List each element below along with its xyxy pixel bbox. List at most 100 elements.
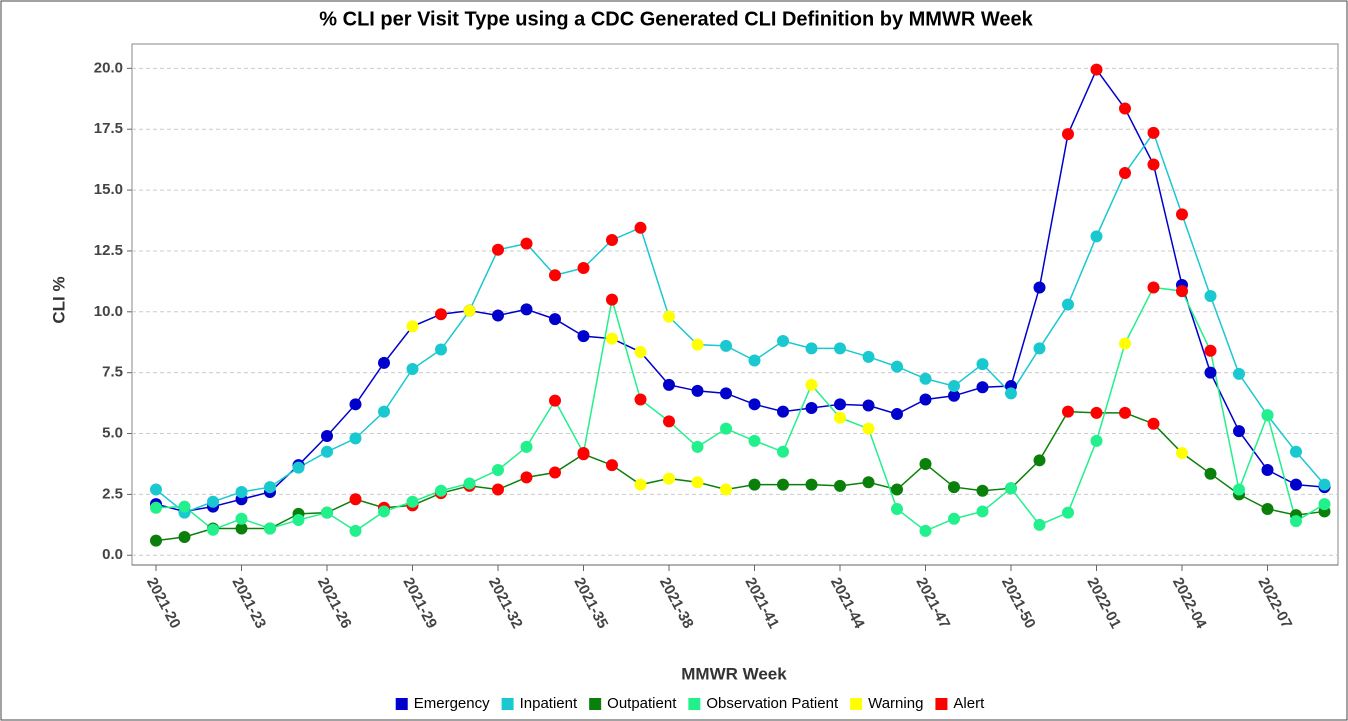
data-point: [492, 243, 504, 256]
data-point: [1147, 417, 1160, 430]
plot-area: [131, 43, 1339, 566]
data-point: [406, 495, 419, 508]
data-point: [492, 309, 504, 322]
data-point: [349, 493, 362, 506]
data-point: [805, 478, 818, 491]
data-point: [1176, 208, 1188, 221]
data-point: [663, 472, 675, 485]
series-line: [155, 68, 1325, 513]
data-point: [919, 372, 932, 385]
data-point: [520, 303, 533, 316]
data-point: [1033, 518, 1046, 531]
data-point: [207, 523, 219, 536]
data-point: [1176, 285, 1188, 298]
data-point: [834, 411, 846, 424]
data-point: [1147, 158, 1160, 171]
data-point: [1033, 281, 1046, 294]
y-tick-label: 15.0: [94, 181, 123, 198]
data-point: [777, 405, 789, 418]
data-point: [435, 484, 447, 497]
data-point: [520, 237, 533, 250]
legend-swatch: [501, 698, 514, 710]
data-point: [919, 393, 932, 406]
data-point: [805, 378, 818, 391]
legend-label: Outpatient: [607, 695, 677, 712]
data-point: [948, 389, 960, 402]
data-point: [748, 354, 761, 367]
data-point: [1233, 483, 1245, 496]
data-point: [891, 360, 903, 373]
y-tick-label: 12.5: [94, 242, 123, 259]
data-point: [406, 320, 419, 333]
data-point: [150, 501, 162, 514]
data-point: [634, 478, 647, 491]
data-point: [1204, 289, 1217, 302]
legend-swatch: [935, 698, 948, 710]
data-point: [720, 422, 732, 435]
data-point: [1233, 425, 1245, 438]
data-point: [634, 345, 647, 358]
data-point: [976, 358, 989, 371]
data-point: [1119, 337, 1131, 350]
legend-label: Observation Patient: [706, 695, 839, 712]
data-point: [834, 342, 846, 355]
data-point: [577, 447, 590, 460]
data-point: [349, 432, 362, 445]
data-point: [634, 221, 647, 234]
data-point: [1119, 102, 1131, 115]
data-point: [520, 440, 533, 453]
data-point: [235, 512, 248, 525]
data-point: [378, 505, 390, 518]
data-point: [492, 464, 504, 477]
data-point: [1062, 405, 1074, 418]
data-point: [748, 434, 761, 447]
y-tick-label: 5.0: [102, 425, 123, 442]
data-point: [1119, 406, 1131, 419]
data-point: [577, 261, 590, 274]
data-point: [1261, 409, 1274, 422]
data-point: [834, 398, 846, 411]
y-tick-label: 17.5: [94, 120, 123, 137]
data-point: [1062, 506, 1074, 519]
data-point: [606, 332, 618, 345]
data-point: [178, 500, 191, 513]
data-point: [1090, 434, 1103, 447]
data-point: [976, 484, 989, 497]
data-point: [378, 405, 390, 418]
data-point: [349, 524, 362, 537]
data-point: [805, 342, 818, 355]
data-point: [891, 483, 903, 496]
y-tick-label: 20.0: [94, 59, 123, 76]
data-point: [1204, 366, 1217, 379]
data-point: [520, 471, 533, 484]
data-point: [1290, 515, 1302, 528]
data-point: [891, 408, 903, 421]
legend-label: Emergency: [414, 695, 490, 712]
y-tick-label: 2.5: [102, 485, 123, 502]
data-point: [378, 356, 390, 369]
data-point: [634, 393, 647, 406]
data-point: [178, 531, 191, 544]
data-point: [463, 477, 476, 490]
data-point: [691, 440, 704, 453]
data-point: [1090, 230, 1103, 243]
data-point: [663, 415, 675, 428]
data-point: [834, 479, 846, 492]
y-axis-title: CLI %: [49, 276, 68, 323]
data-point: [492, 483, 504, 496]
data-point: [292, 513, 305, 526]
data-point: [948, 481, 960, 494]
data-point: [720, 387, 732, 400]
data-point: [1033, 342, 1046, 355]
data-point: [463, 304, 476, 317]
data-point: [1090, 63, 1103, 76]
data-point: [321, 506, 333, 519]
data-point: [435, 308, 447, 321]
data-point: [264, 481, 276, 494]
legend-label: Alert: [953, 695, 985, 712]
data-point: [1033, 454, 1046, 467]
data-point: [1233, 367, 1245, 380]
data-point: [235, 485, 248, 498]
data-point: [549, 394, 561, 407]
legend-swatch: [688, 698, 701, 710]
